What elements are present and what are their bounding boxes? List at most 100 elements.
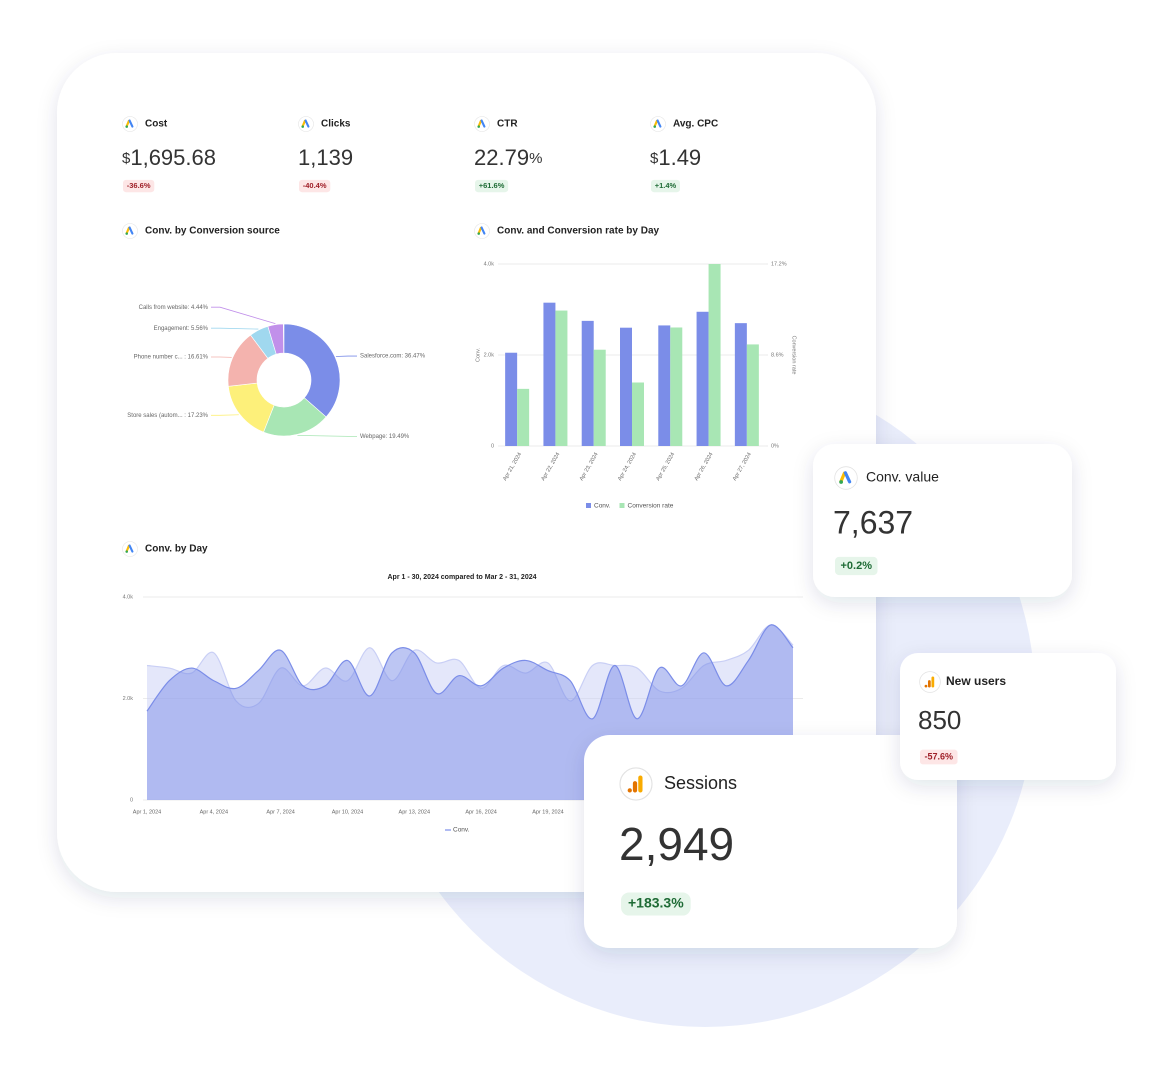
bar <box>593 349 606 446</box>
kpi-value: 1,139 <box>298 145 353 170</box>
leader-line <box>297 434 357 437</box>
bar <box>670 327 683 446</box>
y-tick-label: 2.0k <box>484 352 495 358</box>
card-value: 7,637 <box>833 504 913 540</box>
card-label: Sessions <box>664 773 737 793</box>
bar <box>620 327 632 446</box>
kpi-value: $1.49 <box>650 145 701 170</box>
pie-slice <box>267 323 284 355</box>
kpi-prefix: $ <box>122 150 131 167</box>
leader-line <box>211 327 259 330</box>
kpi-number: 1,695.68 <box>130 145 216 170</box>
change-badge-text: +61.6% <box>479 181 505 190</box>
y2-tick-label: 17.2% <box>771 261 787 267</box>
bar <box>708 264 721 446</box>
bar <box>517 388 530 446</box>
kpi-label: CTR <box>497 119 518 130</box>
icon <box>122 116 138 132</box>
icon <box>122 223 138 239</box>
chart-title: Conv. by Day <box>145 544 208 555</box>
slice-label: Phone number c... : 16.61% <box>134 355 209 361</box>
y2-tick-label: 0% <box>771 443 779 449</box>
y-tick-label: 4.0k <box>484 261 495 267</box>
slice-label: Calls from website: 4.44% <box>139 305 209 311</box>
bar <box>632 382 644 446</box>
slice-label: Store sales (autom... : 17.23% <box>127 413 208 419</box>
y-tick-label: 2.0k <box>123 696 134 702</box>
x-tick-label: Apr 16, 2024 <box>465 809 497 815</box>
y-axis-title: Conv. <box>475 348 481 362</box>
kpi-label: Cost <box>145 119 168 130</box>
bar <box>658 325 671 446</box>
kpi-suffix: % <box>529 150 542 167</box>
y-tick-label: 4.0k <box>123 594 134 600</box>
icon <box>122 541 138 557</box>
y-tick-label: 0 <box>491 443 494 449</box>
icon <box>650 116 666 132</box>
kpi-value: 22.79% <box>474 145 542 170</box>
icon <box>919 671 941 693</box>
bar <box>505 352 518 446</box>
card-value: 2,949 <box>619 818 734 870</box>
icon <box>298 116 314 132</box>
kpi-label: Avg. CPC <box>673 119 718 130</box>
kpi-number: 1.49 <box>658 145 701 170</box>
change-badge-text: +0.2% <box>841 560 873 572</box>
bar <box>696 311 709 446</box>
change-badge <box>123 179 155 193</box>
y2-axis-title: Conversion rate <box>791 336 797 375</box>
change-badge-text: -36.6% <box>127 181 151 190</box>
change-badge <box>835 556 878 576</box>
leader-line <box>211 414 239 416</box>
chart-title: Conv. by Conversion source <box>145 226 280 237</box>
change-badge-text: -57.6% <box>925 751 954 761</box>
kpi-prefix: $ <box>650 150 659 167</box>
pie-slice <box>283 323 341 418</box>
icon <box>474 116 490 132</box>
chart-title: Conv. and Conversion rate by Day <box>497 226 660 237</box>
change-badge <box>621 892 691 916</box>
kpi-value: $1,695.68 <box>122 145 216 170</box>
legend-label: Conversion rate <box>628 503 674 510</box>
icon <box>619 767 653 801</box>
change-badge <box>299 179 331 193</box>
x-tick-label: Apr 4, 2024 <box>200 809 228 815</box>
x-tick-label: Apr 7, 2024 <box>266 809 294 815</box>
slice-label: Engagement: 5.56% <box>154 326 209 332</box>
metric-card <box>813 444 1072 597</box>
y-tick-label: 0 <box>130 797 133 803</box>
icon <box>474 223 490 239</box>
x-tick-label: Apr 19, 2024 <box>532 809 564 815</box>
x-tick-label: Apr 13, 2024 <box>399 809 431 815</box>
slice-label: Webpage: 19.49% <box>360 434 410 440</box>
change-badge-text: -40.4% <box>303 181 327 190</box>
x-tick-label: Apr 1, 2024 <box>133 809 161 815</box>
card-value: 850 <box>918 705 961 735</box>
bar <box>746 344 759 446</box>
legend-swatch <box>619 503 625 508</box>
bar <box>555 310 568 446</box>
bar <box>734 323 747 446</box>
kpi-label: Clicks <box>321 119 351 130</box>
bar <box>543 302 556 446</box>
change-badge <box>475 179 509 193</box>
kpi-number: 1,139 <box>298 145 353 170</box>
icon <box>834 466 858 490</box>
card-label: New users <box>946 674 1006 688</box>
change-badge-text: +183.3% <box>628 895 684 911</box>
card-label: Conv. value <box>866 469 939 485</box>
change-badge <box>651 179 680 193</box>
leader-line <box>211 306 276 325</box>
bar <box>581 320 594 446</box>
x-tick-label: Apr 10, 2024 <box>332 809 364 815</box>
legend-label: Conv. <box>594 503 611 510</box>
chart-subtitle: Apr 1 - 30, 2024 compared to Mar 2 - 31,… <box>387 574 536 581</box>
kpi-number: 22.79 <box>474 145 529 170</box>
metric-card <box>900 653 1116 780</box>
legend-label: Conv. <box>453 827 470 834</box>
change-badge-text: +1.4% <box>655 181 677 190</box>
legend-swatch <box>586 503 591 508</box>
slice-label: Salesforce.com: 36.47% <box>360 354 426 360</box>
